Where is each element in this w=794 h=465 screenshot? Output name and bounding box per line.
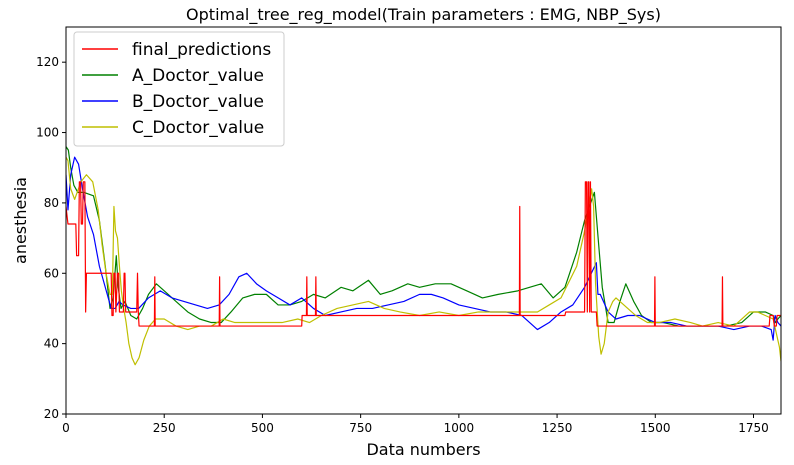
x-tick-label: 250 (153, 421, 176, 435)
plot-frame (65, 26, 782, 415)
legend-box (73, 31, 285, 147)
legend-label: A_Doctor_value (132, 66, 264, 86)
legend: final_predictions A_Doctor_value B_Doctor_… (73, 31, 285, 147)
y-axis-label: anesthesia (11, 177, 30, 264)
x-axis-label: Data numbers (366, 440, 480, 459)
x-axis: 0 250 500 750 1000 1250 1500 1750 (62, 414, 769, 435)
y-tick-label: 80 (44, 196, 59, 210)
x-tick-label: 500 (251, 421, 274, 435)
series-line-final-predictions (66, 181, 781, 327)
y-tick-label: 40 (44, 337, 59, 351)
y-tick-label: 120 (36, 55, 59, 69)
x-tick-label: 0 (62, 421, 70, 435)
legend-label: B_Doctor_value (132, 92, 264, 112)
series-layer (66, 146, 781, 366)
y-tick-label: 20 (44, 407, 59, 421)
y-tick-label: 60 (44, 266, 59, 280)
x-tick-label: 1250 (542, 421, 573, 435)
chart-title: Optimal_tree_reg_model(Train parameters … (186, 5, 661, 25)
legend-label: C_Doctor_value (132, 118, 264, 138)
x-tick-label: 1500 (640, 421, 671, 435)
x-tick-label: 1750 (738, 421, 769, 435)
y-axis: 20 40 60 80 100 120 (36, 55, 66, 421)
x-tick-label: 750 (349, 421, 372, 435)
y-tick-label: 100 (36, 126, 59, 140)
x-tick-label: 1000 (444, 421, 475, 435)
legend-label: final_predictions (132, 40, 271, 60)
